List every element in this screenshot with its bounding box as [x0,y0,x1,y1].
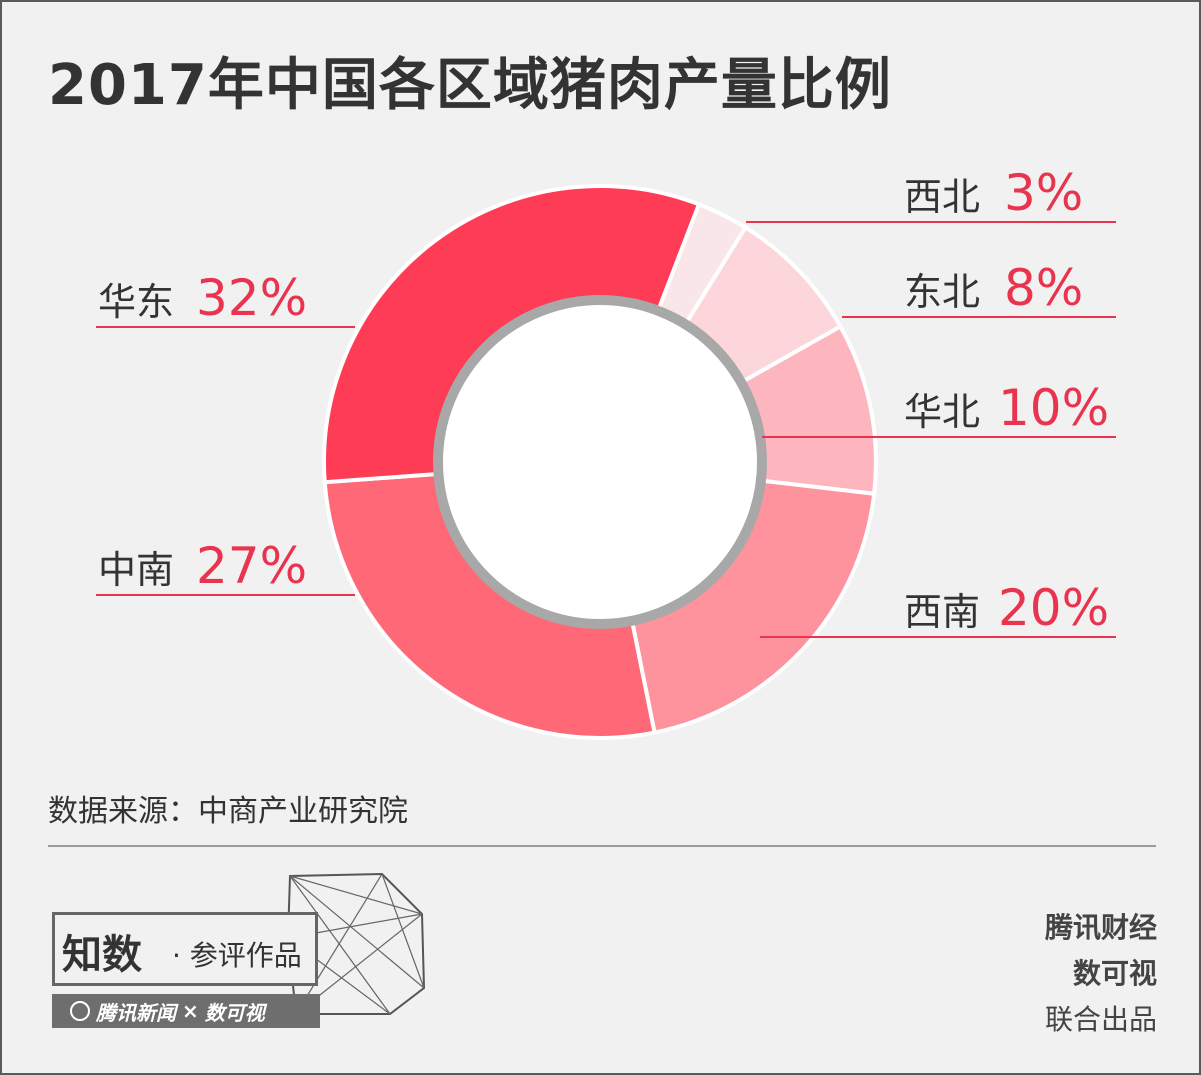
donut-inner-ring [433,295,767,629]
slice-value-label: 20% [998,579,1109,637]
slice-label-2: 东北 8% [842,259,1116,318]
footer-divider [48,845,1156,847]
badge-main-text: 知数 [62,932,142,978]
badge-strip-right: 数可视 [204,1000,265,1025]
slice-label-3: 华北 10% [762,379,1116,438]
tencent-news-icon [70,1001,90,1021]
slice-name-label: 西南 [904,590,980,634]
slice-label-1: 西北 3% [746,164,1116,223]
credit-line-2: 数可视 [1072,957,1157,990]
badge-strip: 腾讯新闻 × 数可视 [52,994,320,1028]
slice-value-label: 10% [998,379,1109,437]
credit-line-1: 腾讯财经 [1044,911,1157,944]
slice-label-4: 西南 20% [760,579,1116,638]
credits: 腾讯财经 数可视 联合出品 [1045,905,1157,1043]
slice-name-label: 东北 [904,270,980,314]
badge-strip-x: × [182,999,199,1023]
slice-value-label: 8% [1004,259,1083,317]
chart-title: 2017年中国各区域猪肉产量比例 [48,53,892,118]
slice-label-5: 中南 27% [96,537,355,596]
slice-name-label: 华东 [98,280,174,324]
data-source: 数据来源：中商产业研究院 [48,794,408,829]
slice-value-label: 32% [196,269,307,327]
slice-name-label: 西北 [904,175,980,219]
slice-value-label: 3% [1004,164,1083,222]
badge-frame [52,912,318,986]
slice-label-6: 华东 32% [96,269,355,328]
badge-strip-left: 腾讯新闻 [96,1000,176,1025]
slice-name-label: 中南 [98,548,174,592]
credit-line-3: 联合出品 [1044,1003,1157,1036]
slice-value-label: 27% [196,537,307,595]
badge-sub-text: · 参评作品 [172,939,302,972]
slice-name-label: 华北 [904,390,980,434]
